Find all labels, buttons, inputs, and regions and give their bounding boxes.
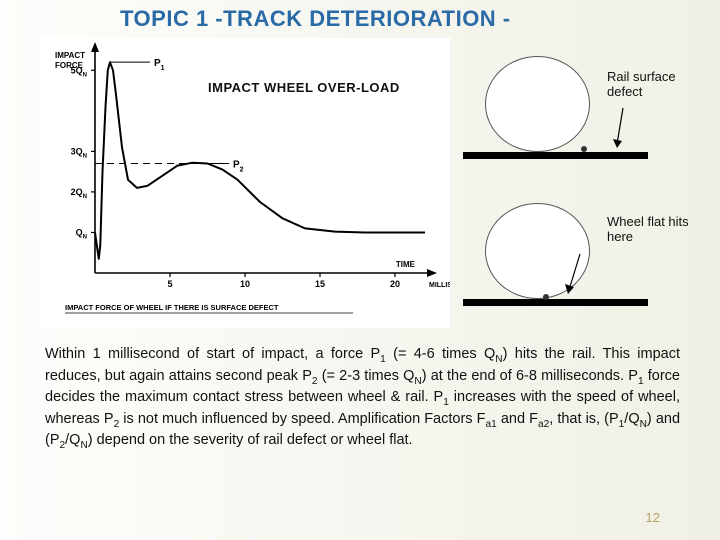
svg-text:2QN: 2QN (71, 187, 87, 200)
svg-text:5: 5 (167, 279, 172, 289)
svg-text:3QN: 3QN (71, 146, 87, 159)
svg-text:P2: P2 (233, 160, 244, 174)
svg-text:QN: QN (76, 227, 87, 240)
wheel-circle-top (485, 56, 590, 152)
slide-title: TOPIC 1 -TRACK DETERIORATION - (120, 6, 511, 32)
body-paragraph: Within 1 millisecond of start of impact,… (45, 345, 680, 453)
rail-surface-defect-label: Rail surface defect (607, 70, 707, 100)
wheel-flat-dot (543, 294, 549, 300)
slide-number: 12 (646, 510, 660, 525)
rail-bar-bottom (463, 299, 648, 306)
title-line-1: TOPIC 1 -TRACK DETERIORATION - (120, 6, 511, 31)
svg-text:IMPACT: IMPACT (55, 51, 85, 60)
svg-text:MILLISECONDS: MILLISECONDS (429, 282, 450, 289)
arrow-bottom-icon (565, 252, 585, 297)
chart-overlay-title: IMPACT WHEEL OVER-LOAD (208, 80, 400, 95)
svg-text:15: 15 (315, 279, 325, 289)
rail-bar-top (463, 152, 648, 159)
svg-text:P1: P1 (154, 58, 165, 72)
svg-text:10: 10 (240, 279, 250, 289)
wheel-flat-label: Wheel flat hits here (607, 215, 707, 245)
svg-text:FORCE: FORCE (55, 61, 84, 70)
arrow-top-icon (613, 106, 633, 151)
rail-defect-dot (581, 146, 587, 152)
svg-text:TIME: TIME (396, 260, 416, 269)
svg-text:20: 20 (390, 279, 400, 289)
svg-text:IMPACT FORCE OF WHEEL IF THERE: IMPACT FORCE OF WHEEL IF THERE IS SURFAC… (65, 303, 279, 312)
